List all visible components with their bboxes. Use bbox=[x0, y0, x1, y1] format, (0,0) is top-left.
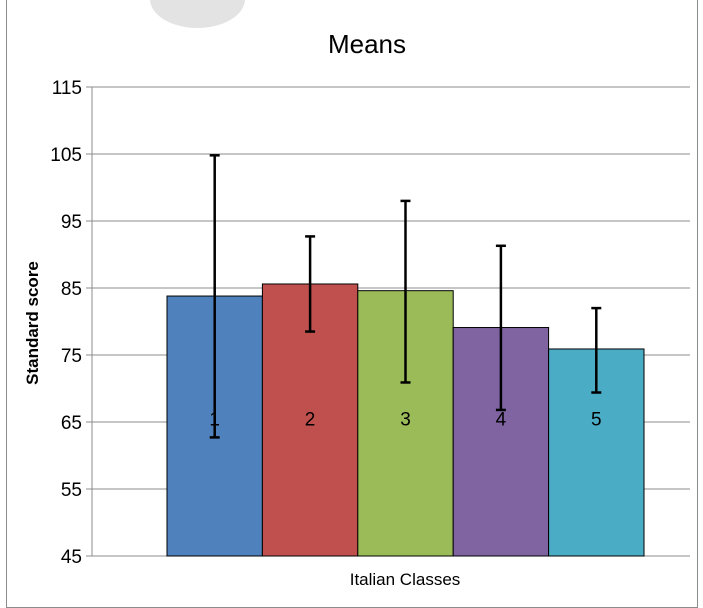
y-tick-label: 55 bbox=[61, 480, 82, 501]
x-axis-label: Italian Classes bbox=[350, 570, 461, 589]
bar-label-5: 5 bbox=[591, 409, 602, 430]
bar-label-3: 3 bbox=[400, 409, 411, 430]
y-tick-label: 115 bbox=[52, 78, 82, 99]
y-tick-label: 75 bbox=[61, 346, 82, 367]
bar-label-1: 1 bbox=[209, 409, 220, 430]
y-tick-label: 85 bbox=[61, 279, 82, 300]
bar-label-2: 2 bbox=[305, 409, 316, 430]
bar-label-4: 4 bbox=[496, 409, 507, 430]
y-tick-label: 45 bbox=[61, 547, 82, 568]
chart-title: Means bbox=[328, 29, 406, 59]
y-tick-label: 105 bbox=[50, 145, 82, 166]
bar-labels: 1 2 3 4 5 bbox=[209, 409, 601, 430]
y-axis-label: Standard score bbox=[23, 261, 42, 385]
y-tick-label: 65 bbox=[61, 413, 82, 434]
y-axis-ticks: 45 55 65 75 85 95 105 115 bbox=[50, 78, 92, 568]
error-bars bbox=[209, 154, 602, 439]
bars bbox=[166, 283, 645, 557]
y-tick-label: 95 bbox=[61, 212, 82, 233]
